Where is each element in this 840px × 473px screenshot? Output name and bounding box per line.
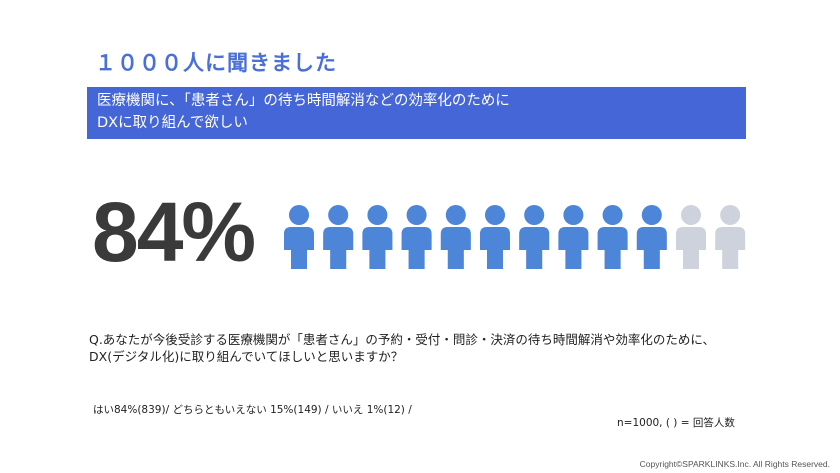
person-icon-filled [401,205,432,269]
person-icon-filled [284,205,314,269]
survey-question: Q.あなたが今後受診する医療機関が「患者さん」の予約・受付・問診・決済の待ち時間… [89,331,715,365]
person-icon-filled [323,205,354,269]
person-icon-filled [440,205,471,269]
person-icon-empty [715,205,746,269]
person-icon-filled [636,205,667,269]
banner-line-1: 医療機関に、「患者さん」の待ち時間解消などの効率化のために [97,93,510,109]
copyright-notice: Copyright©SPARKLINKS.Inc. All Rights Res… [639,459,830,469]
person-icon-filled [480,205,510,269]
page-title: １０００人に聞きました [95,51,337,75]
person-icon-empty [676,205,706,269]
person-icon-filled [597,205,628,269]
person-pictogram [284,205,746,269]
banner-line-2: DXに取り組んで欲しい [97,115,248,131]
big-percentage: 84% [92,185,256,279]
question-line-1: Q.あなたが今後受診する医療機関が「患者さん」の予約・受付・問診・決済の待ち時間… [89,332,715,347]
person-icon-filled [362,205,393,269]
headline-banner: 医療機関に、「患者さん」の待ち時間解消などの効率化のために DXに取り組んで欲し… [87,87,746,139]
answer-breakdown: はい84%(839)/ どちらともいえない 15%(149) / いいえ 1%(… [93,404,412,416]
person-icon-filled [558,205,589,269]
person-icon-filled [519,205,550,269]
sample-size-note: n=1000, ( ) = 回答人数 [617,417,735,429]
question-line-2: DX(デジタル化)に取り組んでいてほしいと思いますか？ [89,349,404,364]
